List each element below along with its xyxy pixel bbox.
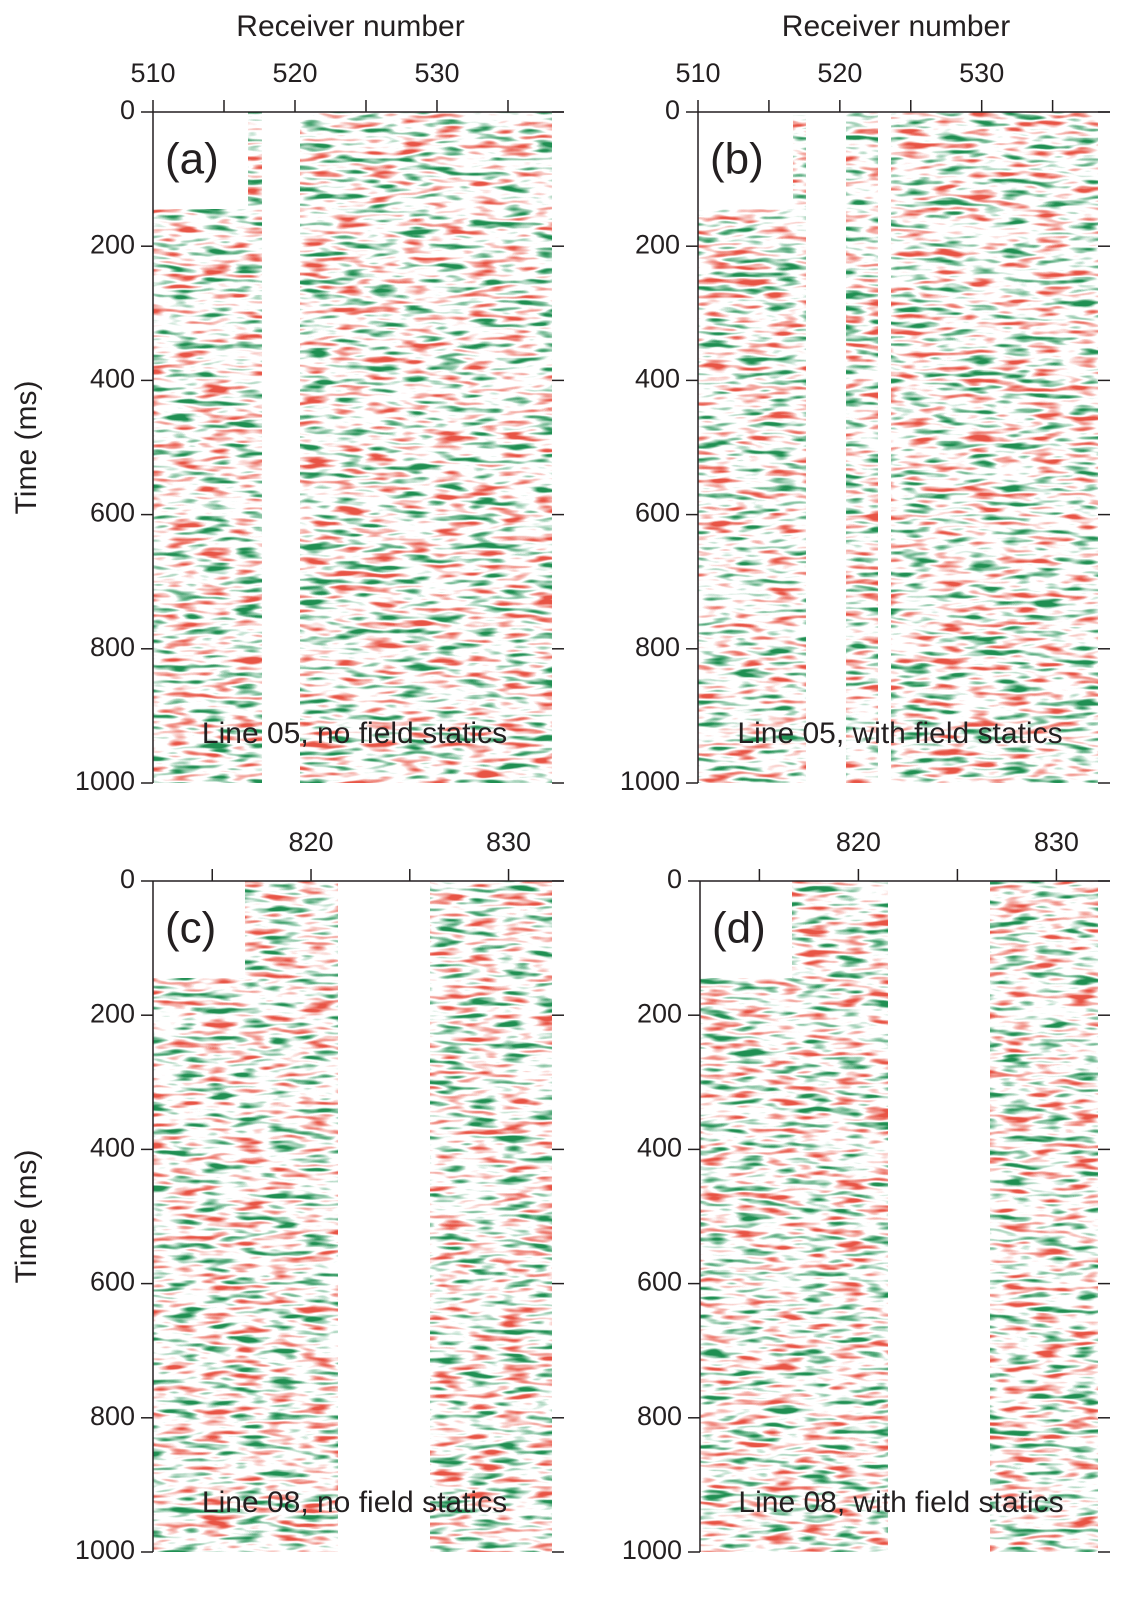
seismic-images xyxy=(153,112,1098,1552)
y-tick-label: 400 xyxy=(90,364,135,394)
y-tick-label: 400 xyxy=(90,1133,135,1163)
panel-label: (a) xyxy=(165,135,219,184)
y-axis-title: Time (ms) xyxy=(10,381,43,515)
panel-annotation: Line 08, no field statics xyxy=(202,1486,507,1519)
y-tick-label: 200 xyxy=(637,998,682,1028)
y-tick-label: 600 xyxy=(90,1267,135,1297)
x-tick-label: 520 xyxy=(272,58,317,88)
label-box xyxy=(153,881,245,978)
x-tick-label: 830 xyxy=(1034,827,1079,857)
y-tick-label: 1000 xyxy=(620,766,680,796)
y-tick-label: 800 xyxy=(90,1401,135,1431)
seismic-section xyxy=(153,112,552,783)
x-tick-label: 510 xyxy=(675,58,720,88)
label-box xyxy=(700,881,792,978)
y-tick-label: 1000 xyxy=(75,766,135,796)
label-box xyxy=(153,112,248,209)
y-tick-label: 800 xyxy=(90,632,135,662)
y-tick-label: 600 xyxy=(637,1267,682,1297)
y-tick-label: 200 xyxy=(635,229,680,259)
y-tick-label: 0 xyxy=(667,864,682,894)
y-tick-label: 600 xyxy=(635,498,680,528)
x-tick-label: 510 xyxy=(130,58,175,88)
panel-annotation: Line 08, with field statics xyxy=(738,1486,1063,1519)
panel-annotation: Line 05, no field statics xyxy=(202,717,507,750)
dead-trace-gap xyxy=(338,881,430,1552)
x-axis-title: Receiver number xyxy=(782,10,1010,43)
y-tick-label: 400 xyxy=(635,364,680,394)
y-tick-label: 0 xyxy=(665,95,680,125)
label-box xyxy=(698,112,793,209)
y-tick-label: 400 xyxy=(637,1133,682,1163)
dead-trace-gap xyxy=(878,112,891,783)
y-tick-label: 200 xyxy=(90,229,135,259)
panel-label: (b) xyxy=(710,135,764,184)
x-tick-label: 820 xyxy=(836,827,881,857)
panel-label: (d) xyxy=(712,904,766,953)
y-tick-label: 0 xyxy=(120,95,135,125)
y-tick-label: 1000 xyxy=(75,1535,135,1565)
y-tick-label: 800 xyxy=(637,1401,682,1431)
seismic-section xyxy=(698,112,1098,783)
x-tick-label: 530 xyxy=(414,58,459,88)
x-axis-title: Receiver number xyxy=(236,10,464,43)
y-tick-label: 0 xyxy=(120,864,135,894)
y-tick-label: 600 xyxy=(90,498,135,528)
y-tick-label: 1000 xyxy=(622,1535,682,1565)
dead-trace-gap xyxy=(262,112,300,783)
panel-annotation: Line 05, with field statics xyxy=(737,717,1062,750)
x-tick-label: 830 xyxy=(486,827,531,857)
dead-trace-gap xyxy=(888,881,990,1552)
x-tick-label: 520 xyxy=(817,58,862,88)
panel-label: (c) xyxy=(165,904,216,953)
dead-trace-gap xyxy=(806,112,846,783)
y-tick-label: 800 xyxy=(635,632,680,662)
x-tick-label: 820 xyxy=(288,827,333,857)
x-tick-label: 530 xyxy=(959,58,1004,88)
y-tick-label: 200 xyxy=(90,998,135,1028)
overlay: 0 200 400 600 800 1000 510 520 530 Receiver numbe… xyxy=(10,10,1110,1565)
y-axis-title: Time (ms) xyxy=(10,1150,43,1284)
